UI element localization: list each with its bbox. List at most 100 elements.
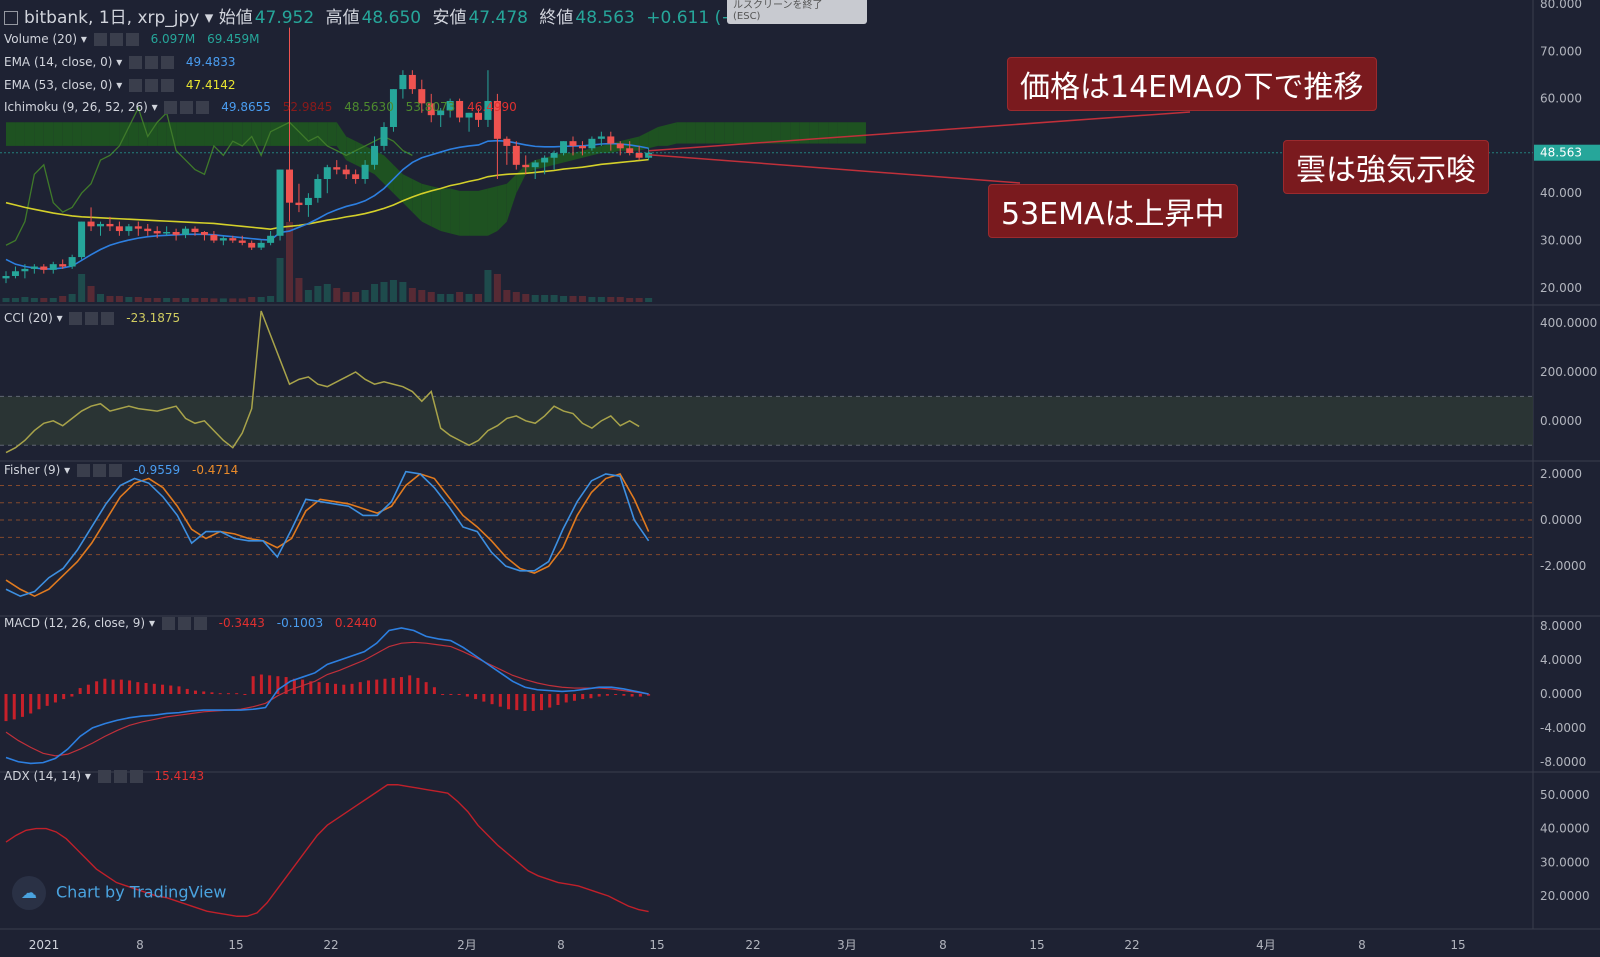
eye-icon[interactable] [93,33,107,46]
legend-fisher-value: -0.9559 [133,463,181,477]
time-tick-label: 22 [1124,938,1139,952]
gear-icon[interactable] [145,56,159,69]
indicator-tick-label: 0.0000 [1540,513,1582,527]
volume-bar [49,298,57,302]
macd-histogram-bar [507,694,511,710]
legend-volume[interactable]: Volume (20) ▾ 6.097M 69.459M [4,32,260,46]
close-icon[interactable] [101,312,115,325]
ichimoku-cloud-segment [582,148,592,158]
close-icon[interactable] [161,79,175,92]
volume-bar [21,297,29,302]
ichimoku-cloud-segment [478,188,488,236]
volume-bar [616,297,624,302]
time-tick-label: 8 [939,938,947,952]
eye-icon[interactable] [129,79,143,92]
time-tick-label: 15 [228,938,243,952]
macd-histogram-bar [292,678,296,694]
ichimoku-cloud-segment [270,122,281,146]
ichimoku-cloud-segment [91,122,101,146]
macd-histogram-bar [45,694,49,706]
volume-bar [399,282,407,302]
ichimoku-cloud-segment [724,122,734,144]
gear-icon[interactable] [180,101,194,114]
indicator-tick-label: 200.0000 [1540,365,1597,379]
chevron-down-icon[interactable]: ▾ [199,8,219,28]
close-icon[interactable] [129,770,143,783]
gear-icon[interactable] [93,464,107,477]
fisher-trigger-line [5,472,650,598]
legend-cci[interactable]: CCI (20) ▾ -23.1875 [4,311,181,325]
ichimoku-cloud-segment [639,131,649,151]
candle-body [588,138,596,149]
time-tick-label: 2月 [457,938,477,952]
ichimoku-cloud-segment [771,122,781,144]
eye-icon[interactable] [69,312,83,325]
close-icon[interactable] [125,33,139,46]
volume-bar [314,286,322,302]
macd-histogram-bar [301,679,305,694]
eye-icon[interactable] [77,464,91,477]
indicator-tick-label: 0.0000 [1540,687,1582,701]
eye-icon[interactable] [129,56,143,69]
eye-icon[interactable] [97,770,111,783]
tradingview-watermark[interactable]: ☁ Chart by TradingView [12,876,226,910]
close-icon[interactable] [193,617,207,630]
legend-ema14-value: 49.4833 [185,55,236,69]
exit-fullscreen-hint[interactable]: ルスクリーンを終了 (ESC) [727,0,867,24]
callout-cloud-bullish: 雲は強気示唆 [1283,140,1489,194]
gear-icon[interactable] [145,79,159,92]
volume-bar [493,274,501,302]
volume-bar [134,297,142,302]
close-icon[interactable] [196,101,210,114]
ichimoku-cloud-segment [421,183,432,227]
collapse-icon[interactable] [4,11,18,25]
volume-bar [30,298,38,302]
candle-body [352,174,360,180]
candle-body [125,226,133,232]
macd-histogram-bar [622,694,626,696]
legend-adx[interactable]: ADX (14, 14) ▾ 15.4143 [4,769,205,783]
eye-icon[interactable] [161,617,175,630]
candle-body [191,228,199,232]
gear-icon[interactable] [177,617,191,630]
indicator-tick-label: 2.0000 [1540,467,1582,481]
macd-histogram-bar [284,677,288,694]
indicator-tick-label: 50.0000 [1540,788,1590,802]
macd-histogram-bar [358,682,362,694]
watermark-text: Chart by TradingView [56,882,227,902]
gear-icon[interactable] [113,770,127,783]
ichimoku-cloud-segment [469,190,479,236]
legend-ema53[interactable]: EMA (53, close, 0) ▾ 47.4142 [4,78,236,92]
macd-histogram-bar [95,681,99,694]
close-icon[interactable] [161,56,175,69]
volume-bar [267,296,275,302]
volume-bar [144,298,152,302]
legend-ema14[interactable]: EMA (14, close, 0) ▾ 49.4833 [4,55,236,69]
ichimoku-cloud-segment [847,122,857,144]
legend-fisher[interactable]: Fisher (9) ▾ -0.9559 -0.4714 [4,463,239,477]
macd-histogram-bar [350,683,354,694]
close-icon[interactable] [109,464,123,477]
macd-histogram-bar [531,694,535,711]
candle-body [248,242,256,248]
volume-bar [465,294,473,302]
legend-volume-value: 6.097M [150,32,196,46]
legend-ichimoku[interactable]: Ichimoku (9, 26, 52, 26) ▾ 49.8655 52.98… [4,100,517,114]
macd-histogram-bar [597,694,601,697]
macd-histogram-bar [177,686,181,694]
legend-macd[interactable]: MACD (12, 26, close, 9) ▾ -0.3443 -0.100… [4,616,377,630]
macd-histogram-bar [424,682,428,694]
gear-icon[interactable] [109,33,123,46]
macd-histogram-bar [498,694,502,707]
ichimoku-cloud-segment [81,122,92,146]
candle-body [97,223,104,227]
gear-icon[interactable] [85,312,99,325]
eye-icon[interactable] [164,101,178,114]
candle-body [635,153,643,158]
symbol-title[interactable]: bitbank, 1日, xrp_jpy [24,8,200,28]
macd-histogram-bar [614,694,618,695]
high-label: 高値 [325,8,360,28]
ichimoku-cloud-segment [223,122,233,146]
indicator-tick-label: -2.0000 [1540,559,1586,573]
macd-histogram-bar [366,680,370,694]
